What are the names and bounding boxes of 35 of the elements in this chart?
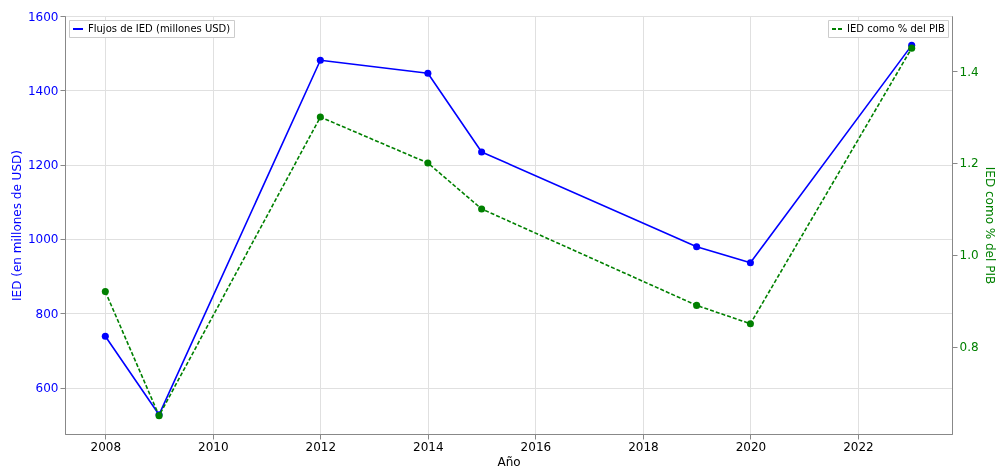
point [478,148,486,156]
y2-tick-label: 1.2 [959,156,979,171]
x-tick-label: 2008 [90,439,122,454]
x-axis-title: Año [497,454,521,469]
y2-tick-label: 1.4 [959,64,979,79]
x-tick-label: 2018 [628,439,659,454]
y-tick-label: 1000 [27,232,59,247]
x-tick-label: 2010 [198,439,229,454]
point [424,159,432,167]
y-tick-label: 1400 [27,83,59,98]
point [693,301,701,309]
point [693,243,701,251]
point [478,205,486,213]
x-tick-label: 2012 [305,439,337,454]
point [746,320,754,328]
point [101,332,109,340]
point [316,113,324,121]
y2-axis-title: IED como % del PIB [982,166,997,285]
y-axis-title: IED (en millones de USD) [9,150,24,301]
point [424,69,432,77]
x-tick-label: 2014 [413,439,444,454]
point [746,259,754,267]
y-tick-label: 1600 [27,9,59,24]
y-tick-label: 800 [35,306,59,321]
y2-tick-label: 0.8 [959,340,979,355]
x-tick-label: 2016 [520,439,552,454]
point [316,56,324,64]
point [101,288,109,296]
y-tick-label: 1200 [27,158,59,173]
y-tick-label: 600 [35,381,59,396]
x-tick-label: 2022 [843,439,874,454]
legend-label: IED como % del PIB [847,23,945,34]
legend-label: Flujos de IED (millones USD) [88,23,231,34]
x-tick-label: 2020 [735,439,767,454]
y2-tick-label: 1.0 [959,248,979,263]
